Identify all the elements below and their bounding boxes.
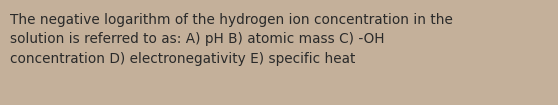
Text: The negative logarithm of the hydrogen ion concentration in the
solution is refe: The negative logarithm of the hydrogen i… [10, 13, 453, 66]
